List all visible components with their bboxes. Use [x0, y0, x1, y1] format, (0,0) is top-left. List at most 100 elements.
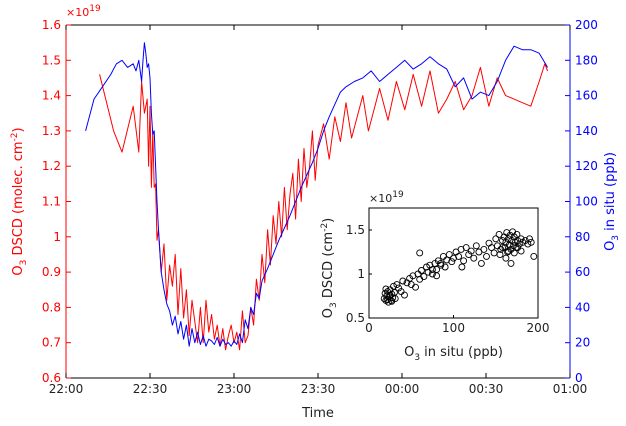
inset-scatter-point	[391, 295, 399, 303]
inset-scatter-point	[382, 285, 390, 293]
inset-scatter-point	[455, 252, 463, 260]
x-tick-label: 01:00	[553, 382, 588, 396]
inset-scatter-point	[416, 249, 424, 257]
x-tick-label: 22:00	[49, 382, 84, 396]
inset-scatter-point	[428, 266, 436, 274]
inset-scatter-point	[507, 259, 515, 267]
left-axis-title-sup: -2	[10, 132, 20, 141]
x-tick-label: 23:30	[301, 382, 336, 396]
left-tick-label: 1	[53, 230, 61, 244]
inset-y-axis-title: O3 DSCD (cm-2)	[320, 218, 339, 319]
left-axis-exponent-power: 19	[89, 4, 101, 14]
inset-scatter-point	[448, 258, 456, 266]
left-tick-label: 1.4	[42, 89, 61, 103]
left-tick-label: 0.8	[42, 300, 61, 314]
right-tick-label: 40	[575, 300, 590, 314]
inset-x-axis-title-sub: 3	[414, 353, 420, 363]
inset-scatter-point	[417, 267, 425, 274]
left-tick-label: 1.6	[42, 18, 61, 32]
left-tick-label: 1.2	[42, 159, 61, 173]
inset-scatter-point	[470, 254, 478, 262]
left-tick-label: 0.7	[42, 336, 61, 350]
inset-scatter-point	[437, 261, 445, 269]
inset-scatter-point	[386, 291, 394, 299]
inset-scatter-point	[433, 266, 441, 274]
dscd-series-line	[99, 63, 549, 351]
inset-scatter-point	[496, 251, 504, 259]
right-tick-label: 180	[575, 53, 598, 67]
inset-scatter-point	[499, 244, 506, 252]
right-tick-label: 0	[575, 371, 583, 385]
inset-y-axis-title-close: )	[321, 218, 336, 223]
right-tick-label: 60	[575, 265, 590, 279]
inset-scatter-point	[510, 249, 518, 257]
right-tick-label: 140	[575, 124, 598, 138]
inset-scatter-point	[420, 273, 428, 281]
inset-scatter-point	[445, 251, 453, 259]
x-tick-label: 22:30	[133, 382, 168, 396]
right-tick-label: 20	[575, 336, 590, 350]
inset-scatter-point	[462, 244, 470, 252]
inset-y-axis-title-sup: -2	[320, 223, 330, 232]
x-tick-label: 00:00	[385, 382, 420, 396]
inset-scatter-point	[483, 252, 490, 260]
inset-scatter-point	[492, 235, 500, 243]
left-tick-label: 1.5	[42, 53, 61, 67]
inset-scatter-point	[458, 263, 466, 271]
inset-scatter-point	[472, 242, 480, 250]
inset-scatter-point	[393, 281, 401, 289]
inset-x-axis-title-rest: in situ (ppb)	[420, 345, 503, 360]
left-tick-label: 0.9	[42, 265, 61, 279]
left-axis-title: O3 DSCD (molec. cm-2)	[10, 127, 29, 275]
inset-exponent: ×1019	[369, 190, 404, 205]
inset-scatter-point	[437, 259, 445, 267]
inset-exponent-power: 19	[392, 190, 404, 200]
inset-scatter-point	[502, 254, 510, 262]
inset-scatter-point	[497, 245, 505, 253]
left-tick-label: 1.1	[42, 195, 61, 209]
inset-scatter-point	[465, 251, 473, 259]
inset-scatter-point	[530, 252, 538, 260]
inset-scatter-point	[441, 263, 449, 271]
right-axis-title: O3 in situ (ppb)	[603, 152, 621, 251]
inset-scatter-point	[399, 277, 407, 285]
inset-scatter-point	[428, 270, 436, 278]
inset-y-tick-label: 0.5	[346, 311, 365, 325]
inset-x-axis-title: O3 in situ (ppb)	[404, 345, 503, 363]
x-axis-title: Time	[301, 406, 334, 421]
inset-x-tick-label: 0	[365, 321, 373, 335]
right-axis-title-rest: in situ (ppb)	[603, 152, 618, 235]
right-axis-title-sub: 3	[611, 235, 621, 241]
inset-scatter-point	[527, 238, 535, 246]
left-axis-title-main: O	[11, 265, 26, 275]
inset-scatter-point	[480, 245, 488, 253]
inset-scatter-point	[401, 291, 408, 299]
inset-x-tick-label: 200	[527, 321, 550, 335]
inset-y-axis-title-rest: DSCD (cm	[321, 232, 336, 303]
left-axis-exponent: ×1019	[66, 4, 101, 19]
right-tick-label: 200	[575, 18, 598, 32]
right-tick-label: 100	[575, 195, 598, 209]
insitu-series-line	[85, 42, 549, 347]
inset-y-tick-label: 1	[357, 267, 365, 281]
left-axis-title-rest: DSCD (molec. cm	[11, 141, 26, 259]
right-tick-label: 120	[575, 159, 598, 173]
inset-scatter-point	[460, 257, 468, 265]
left-axis-title-close: )	[11, 127, 26, 132]
left-tick-label: 0.6	[42, 371, 61, 385]
right-tick-label: 160	[575, 89, 598, 103]
inset-y-axis-title-main: O	[321, 308, 336, 318]
inset-x-tick-label: 100	[442, 321, 465, 335]
inset-scatter-point	[526, 235, 533, 243]
right-tick-label: 80	[575, 230, 590, 244]
x-tick-label: 00:30	[469, 382, 504, 396]
inset-scatter-point	[517, 247, 525, 255]
left-tick-label: 1.3	[42, 124, 61, 138]
inset-y-axis-title-sub: 3	[329, 302, 339, 308]
inset-scatter-point	[477, 259, 485, 267]
inset-scatter-point	[517, 235, 525, 243]
x-tick-label: 23:00	[217, 382, 252, 396]
inset-scatter-point	[395, 284, 403, 292]
